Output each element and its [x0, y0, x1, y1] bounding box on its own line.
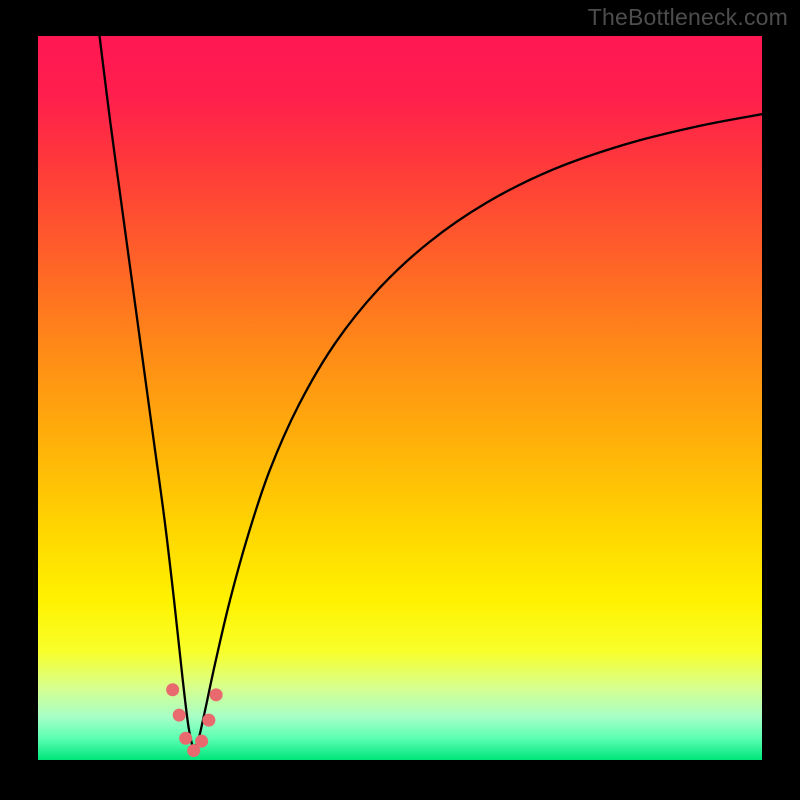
plot-area: [38, 36, 762, 760]
marker-point: [202, 714, 215, 727]
bottleneck-chart-frame: TheBottleneck.com: [0, 0, 800, 800]
marker-point: [179, 732, 192, 745]
marker-point: [210, 688, 223, 701]
marker-point: [173, 709, 186, 722]
bottleneck-curve-svg: [38, 36, 762, 760]
marker-point: [166, 683, 179, 696]
watermark-text: TheBottleneck.com: [588, 4, 788, 31]
gradient-background: [38, 36, 762, 760]
marker-point: [195, 735, 208, 748]
